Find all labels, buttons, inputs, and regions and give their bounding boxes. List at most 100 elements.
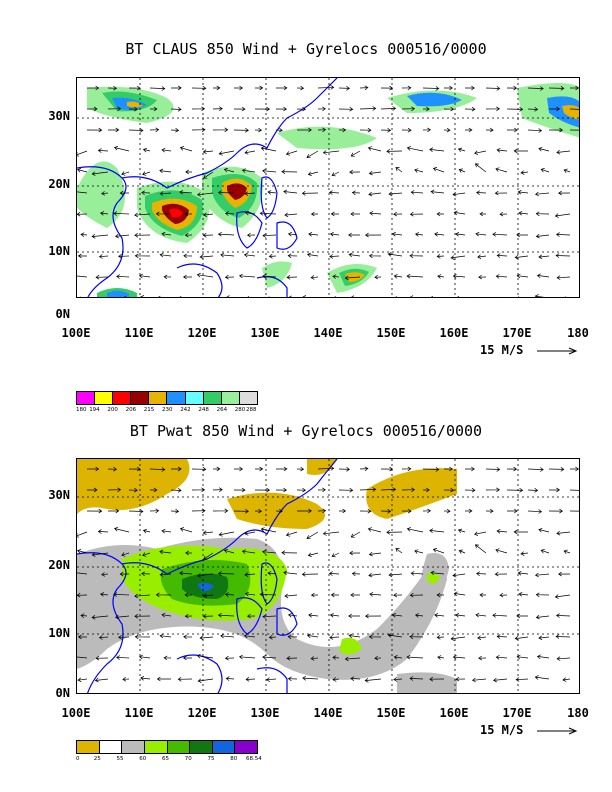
wind-arrow: [496, 147, 508, 153]
wind-arrow: [220, 252, 235, 258]
wind-arrow: [134, 212, 151, 218]
wind-arrow: [507, 508, 518, 514]
wind-arrow: [464, 106, 476, 112]
wind-arrow: [254, 466, 264, 472]
wind-arrow: [134, 614, 151, 619]
colorbar-label: 264: [216, 407, 228, 413]
wind-arrow: [107, 106, 122, 112]
wind-arrow: [77, 167, 88, 173]
wind-arrow: [485, 106, 501, 112]
wind-arrow: [77, 253, 88, 259]
wind-arrow: [262, 273, 277, 279]
wind-arrow: [244, 572, 256, 577]
wind-arrow: [77, 634, 88, 640]
wind-arrow: [122, 676, 130, 682]
wind-arrow: [444, 466, 453, 472]
p1-xlabel: 150E: [376, 326, 406, 340]
wind-arrow: [443, 127, 451, 133]
wind-arrow: [95, 274, 109, 280]
wind-arrow: [203, 171, 214, 179]
wind-arrow: [161, 612, 172, 618]
wind-arrow: [538, 254, 550, 260]
wind-arrow: [458, 549, 466, 554]
wind-arrow: [429, 676, 445, 682]
wind-arrow: [179, 296, 182, 297]
wind-arrow: [283, 570, 298, 576]
wind-arrow: [516, 273, 529, 279]
wind-arrow: [288, 295, 292, 297]
wind-arrow: [395, 167, 403, 173]
p2-ylabel-20n: 20N: [48, 558, 70, 572]
wind-arrow: [91, 171, 109, 176]
wind-arrow: [443, 106, 455, 112]
wind-arrow: [556, 275, 571, 280]
wind-arrow: [199, 254, 214, 260]
wind-arrow: [159, 572, 172, 577]
wind-arrow: [91, 615, 109, 620]
colorbar-swatch: [167, 392, 186, 404]
wind-arrow: [317, 466, 335, 471]
wind-arrow: [401, 85, 412, 91]
wind-arrow: [556, 656, 571, 661]
wind-arrow: [477, 635, 487, 641]
wind-arrow: [202, 614, 214, 619]
wind-vectors: [77, 466, 579, 684]
wind-arrow: [268, 635, 277, 640]
wind-arrow: [494, 571, 508, 577]
wind-arrow: [536, 654, 550, 660]
wind-arrow: [485, 127, 494, 133]
wind-arrow: [430, 189, 445, 195]
wind-arrow: [296, 466, 305, 472]
wind-arrow: [328, 571, 340, 576]
wind-arrow: [212, 487, 223, 492]
wind-arrow: [520, 551, 529, 556]
wind-arrow: [134, 233, 151, 238]
wind-arrow: [457, 295, 460, 297]
wind-arrow: [457, 528, 466, 534]
wind-arrow: [141, 190, 151, 196]
wind-arrow: [254, 127, 263, 133]
wind-arrow: [322, 150, 340, 155]
wind-arrow: [359, 508, 372, 514]
wind-arrow: [331, 552, 340, 558]
wind-arrow: [369, 592, 382, 597]
wind-arrow: [77, 211, 88, 217]
wind-arrow: [516, 613, 529, 619]
wind-arrow: [170, 85, 182, 91]
wind-arrow: [285, 531, 298, 537]
wind-arrow: [538, 527, 550, 533]
colorbar-swatch: [235, 741, 257, 753]
wind-arrow: [183, 634, 193, 640]
wind-arrow: [142, 171, 151, 176]
wind-arrow: [218, 150, 235, 156]
wind-arrow: [308, 231, 319, 237]
wind-arrow: [155, 211, 172, 217]
wind-arrow: [329, 635, 340, 640]
colorbar-label: 242: [180, 407, 191, 413]
wind-arrow: [563, 168, 571, 174]
wind-arrow: [476, 571, 487, 576]
p1-xlabel: 130E: [250, 326, 280, 340]
wind-arrow: [275, 466, 288, 472]
wind-arrow: [506, 488, 524, 493]
wind-arrow: [527, 128, 543, 133]
wind-arrow: [77, 531, 88, 538]
wind-arrow: [77, 570, 88, 575]
wind-arrow: [329, 254, 340, 259]
wind-arrow: [179, 527, 193, 533]
colorbar-label: 230: [162, 407, 173, 413]
wind-arrow: [538, 146, 550, 152]
wind-arrow: [107, 508, 120, 514]
wind-arrow: [359, 85, 369, 91]
wind-arrow: [431, 295, 433, 297]
wind-arrow: [202, 530, 214, 536]
wind-arrow: [562, 677, 571, 682]
wind-arrow: [455, 612, 466, 618]
wind-arrow: [183, 253, 193, 259]
p1-ylabel-30n: 30N: [48, 109, 70, 123]
wind-arrow: [359, 487, 377, 492]
wind-arrow: [262, 233, 277, 238]
wind-arrow: [184, 592, 193, 598]
wind-arrow: [465, 466, 475, 472]
wind-arrow: [444, 85, 453, 91]
